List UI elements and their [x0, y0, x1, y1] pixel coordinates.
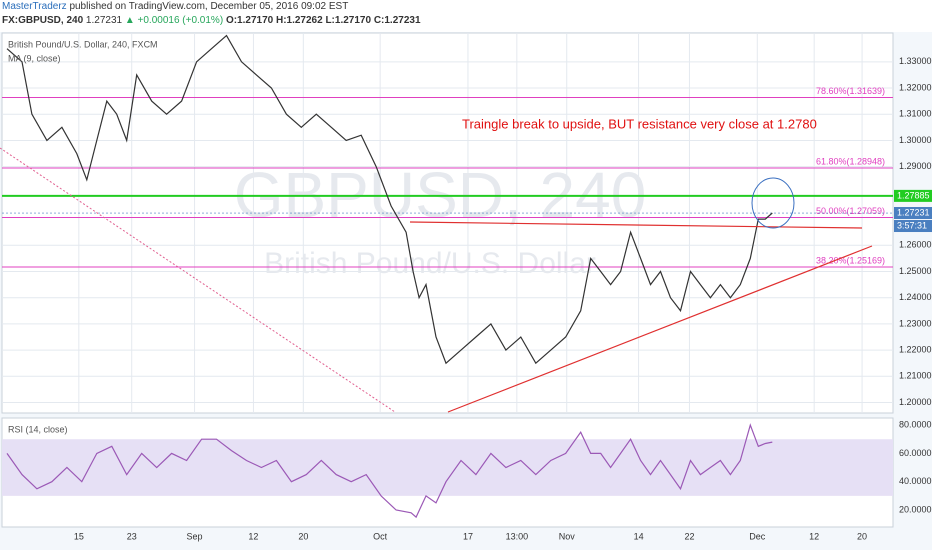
published: published on TradingView.com, December 0…: [69, 1, 349, 12]
price-box-label: 1.27231: [897, 207, 930, 217]
ohlc: O:1.27170 H:1.27262 L:1.27170 C:1.27231: [225, 15, 421, 26]
x-tick-label: Oct: [373, 531, 388, 541]
fib-label: 38.20%(1.25169): [816, 255, 885, 265]
rsi-line: [6, 423, 773, 519]
x-tick-label: 17: [463, 531, 473, 541]
countdown-box: [894, 220, 932, 233]
legend-entry: British Pound/U.S. Dollar, 240, FXCM: [8, 39, 158, 49]
symbol: FX:GBPUSD, 240: [2, 15, 84, 26]
y-tick-label: 1.24000: [899, 292, 932, 302]
countdown: 3:57:31: [897, 220, 927, 230]
y-tick-label: 80.0000: [899, 419, 932, 429]
x-tick-label: 22: [684, 531, 694, 541]
x-tick-label: 12: [248, 531, 258, 541]
price-box: [894, 189, 932, 202]
x-tick-label: 23: [127, 531, 137, 541]
watermark: British Pound/U.S. Dollar: [264, 247, 596, 280]
x-tick-label: 15: [74, 531, 84, 541]
legend-entry: MA (9, close): [8, 53, 61, 63]
header-line-2: FX:GBPUSD, 240 1.27231 ▲ +0.00016 (+0.01…: [2, 14, 421, 28]
resistance-line: [409, 221, 863, 229]
x-tick-label: 14: [634, 531, 644, 541]
y-tick-label: 1.25000: [899, 266, 932, 276]
x-tick-label: Nov: [559, 531, 576, 541]
y-tick-label: 1.21000: [899, 371, 932, 381]
price-box: [894, 207, 932, 220]
x-tick-label: 12: [809, 531, 819, 541]
change: ▲ +0.00016 (+0.01%): [124, 15, 224, 26]
y-tick-label: 1.30000: [899, 135, 932, 145]
header: MasterTraderz published on TradingView.c…: [2, 0, 421, 28]
legend-entry: RSI (14, close): [8, 424, 68, 434]
fib-label: 61.80%(1.28948): [816, 156, 885, 166]
y-tick-label: 1.32000: [899, 82, 932, 92]
header-line-1: MasterTraderz published on TradingView.c…: [2, 0, 421, 14]
rising-trendline: [447, 245, 873, 413]
fib-label: 78.60%(1.31639): [816, 86, 885, 96]
y-tick-label: 1.33000: [899, 56, 932, 66]
x-tick-label: 13:00: [506, 531, 529, 541]
y-tick-label: 1.29000: [899, 161, 932, 171]
y-tick-label: 1.31000: [899, 109, 932, 119]
y-tick-label: 1.22000: [899, 344, 932, 354]
y-tick-label: 40.0000: [899, 476, 932, 486]
rsi-band: [2, 439, 893, 496]
publisher[interactable]: MasterTraderz: [2, 1, 67, 12]
fib-label: 50.00%(1.27059): [816, 206, 885, 216]
dashed-trendline: [0, 147, 396, 413]
y-tick-label: 20.0000: [899, 504, 932, 514]
x-tick-label: 20: [298, 531, 308, 541]
y-tick-label: 1.26000: [899, 240, 932, 250]
annotation: Traingle break to upside, BUT resistance…: [462, 116, 817, 131]
highlight-ellipse: [751, 177, 795, 229]
y-tick-label: 1.20000: [899, 397, 932, 407]
y-tick-label: 1.23000: [899, 318, 932, 328]
x-tick-label: 20: [857, 531, 867, 541]
x-tick-label: Dec: [749, 531, 766, 541]
price-line-series: [6, 34, 773, 365]
y-tick-label: 60.0000: [899, 448, 932, 458]
x-tick-label: Sep: [187, 531, 203, 541]
last: 1.27231: [85, 15, 123, 26]
price-box-label: 1.27885: [897, 190, 930, 200]
